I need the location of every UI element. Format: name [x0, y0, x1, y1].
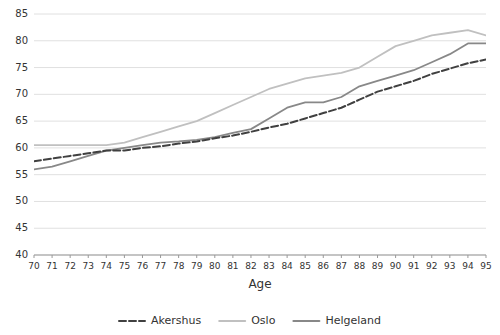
x-axis: 70 71 72 73 74 75 76 77 78 79 80 81 82 83 84 85 86 87 88 89…	[28, 255, 491, 271]
grid-line	[34, 228, 486, 229]
x-tick	[467, 255, 468, 258]
x-tick-label: 70	[28, 261, 40, 271]
y-tick-label: 45	[15, 222, 28, 233]
y-tick-label: 75	[15, 62, 28, 73]
x-tick-label: 74	[101, 261, 113, 271]
grid-line	[34, 40, 486, 41]
series-line	[34, 43, 486, 169]
legend-swatch	[119, 320, 145, 322]
legend-swatch	[219, 320, 245, 322]
series-line	[34, 30, 486, 145]
x-tick	[323, 255, 324, 258]
x-tick	[160, 255, 161, 258]
y-tick-label: 80	[15, 35, 28, 46]
grid-line	[34, 121, 486, 122]
grid-line	[34, 14, 486, 15]
grid-line	[34, 201, 486, 202]
lines	[34, 30, 486, 169]
x-tick	[178, 255, 179, 258]
x-tick-label: 77	[155, 261, 166, 271]
x-tick-label: 72	[64, 261, 75, 271]
legend-label: Helgeland	[325, 314, 381, 327]
x-tick	[287, 255, 288, 258]
x-tick-label: 86	[318, 261, 330, 271]
legend-item: Akershus	[119, 314, 201, 327]
series-line	[34, 60, 486, 162]
x-tick-label: 75	[119, 261, 130, 271]
x-tick-label: 88	[354, 261, 366, 271]
x-tick-label: 83	[263, 261, 274, 271]
x-tick	[341, 255, 342, 258]
x-tick-label: 79	[191, 261, 203, 271]
x-tick	[232, 255, 233, 258]
x-tick-label: 84	[281, 261, 293, 271]
grid-line	[34, 147, 486, 148]
legend-item: Oslo	[219, 314, 275, 327]
x-tick-label: 71	[46, 261, 57, 271]
grid-line	[34, 255, 486, 256]
x-tick	[196, 255, 197, 258]
x-tick	[142, 255, 143, 258]
x-tick	[413, 255, 414, 258]
grid-line	[34, 174, 486, 175]
x-axis-line	[34, 255, 486, 256]
x-tick	[486, 255, 487, 258]
x-tick-label: 87	[336, 261, 347, 271]
y-tick-label: 85	[15, 8, 28, 19]
x-tick-label: 89	[372, 261, 384, 271]
y-tick-label: 50	[15, 195, 28, 206]
y-tick-label: 55	[15, 169, 28, 180]
x-tick	[124, 255, 125, 258]
x-axis-label: Age	[248, 277, 271, 291]
chart: 40 45 50 55 60 65 70 75 80 85 70 71 72 73 74 75 76 77 78 79…	[0, 0, 500, 335]
x-tick-label: 85	[299, 261, 310, 271]
x-tick	[88, 255, 89, 258]
y-grid: 40 45 50 55 60 65 70 75 80 85	[15, 8, 486, 260]
legend-swatch	[293, 320, 319, 322]
x-tick	[305, 255, 306, 258]
legend-label: Akershus	[151, 314, 201, 327]
x-tick-label: 94	[462, 261, 474, 271]
x-tick	[359, 255, 360, 258]
legend: Akershus Oslo Helgeland	[119, 314, 381, 327]
y-tick-label: 40	[15, 249, 28, 260]
x-tick	[70, 255, 71, 258]
x-tick	[106, 255, 107, 258]
legend-label: Oslo	[251, 314, 275, 327]
x-tick-label: 78	[173, 261, 185, 271]
x-tick-label: 91	[408, 261, 419, 271]
x-tick	[377, 255, 378, 258]
x-tick	[34, 255, 35, 258]
grid-line	[34, 94, 486, 95]
x-tick-label: 73	[83, 261, 94, 271]
x-tick	[250, 255, 251, 258]
x-tick-label: 81	[227, 261, 238, 271]
x-tick	[395, 255, 396, 258]
x-tick	[431, 255, 432, 258]
y-tick-label: 65	[15, 115, 28, 126]
x-tick-label: 93	[444, 261, 455, 271]
y-tick-label: 60	[15, 142, 28, 153]
x-tick-label: 92	[426, 261, 437, 271]
x-tick-label: 82	[245, 261, 256, 271]
y-tick-label: 70	[15, 88, 28, 99]
x-tick-label: 76	[137, 261, 149, 271]
x-tick	[449, 255, 450, 258]
x-tick-label: 90	[390, 261, 402, 271]
x-tick-label: 80	[209, 261, 221, 271]
legend-item: Helgeland	[293, 314, 381, 327]
x-tick	[52, 255, 53, 258]
x-tick	[269, 255, 270, 258]
x-tick	[214, 255, 215, 258]
x-tick-label: 95	[480, 261, 491, 271]
